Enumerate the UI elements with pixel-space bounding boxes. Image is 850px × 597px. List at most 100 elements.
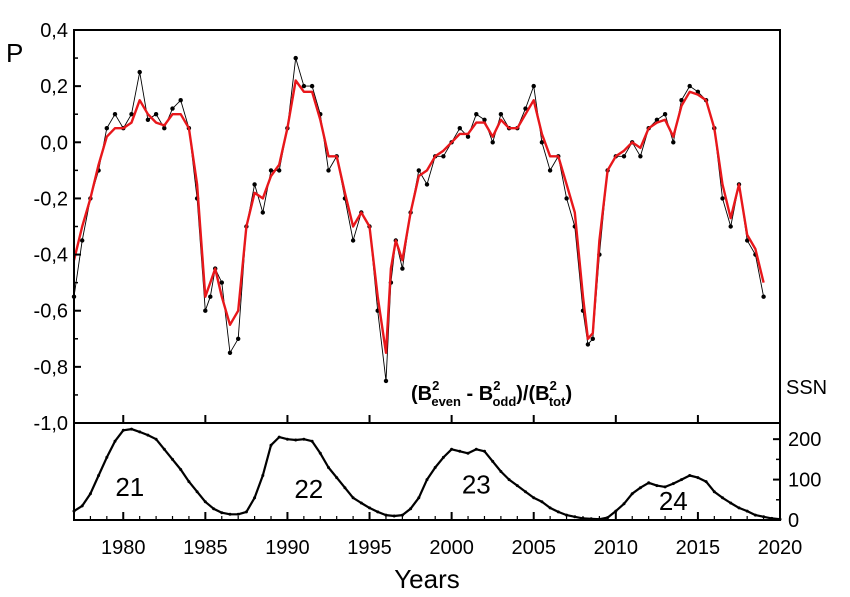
sunspot-number-point [638, 486, 642, 490]
polarity-y-tick-label: 0,2 [40, 76, 68, 98]
sunspot-number-point [540, 500, 544, 504]
raw-polarity-point [170, 106, 175, 111]
raw-polarity-point [523, 106, 528, 111]
sunspot-number-point [433, 466, 437, 469]
raw-polarity-point [654, 117, 660, 123]
sunspot-number-point [745, 509, 749, 513]
sunspot-number-point [606, 516, 610, 520]
sunspot-number-point [425, 478, 429, 482]
sunspot-number-point [146, 433, 150, 437]
raw-polarity-point [761, 294, 766, 299]
sunspot-number-point [368, 506, 371, 510]
sunspot-number-point [729, 501, 733, 505]
raw-polarity-point [531, 83, 536, 89]
cycle-label: 23 [462, 470, 491, 500]
x-tick-label: 2005 [511, 537, 556, 559]
sunspot-number-point [212, 507, 216, 511]
sunspot-number-point [417, 496, 421, 500]
sunspot-number-point [327, 466, 330, 469]
sunspot-number-point [138, 430, 142, 434]
raw-polarity-point [671, 140, 676, 145]
sunspot-number-point [335, 476, 339, 480]
raw-polarity-point [728, 224, 733, 229]
polarity-y-tick-label: 0,0 [40, 132, 68, 154]
raw-polarity-point [145, 117, 151, 123]
raw-polarity-point [104, 126, 110, 131]
sunspot-number-point [565, 513, 569, 517]
sunspot-number-point [179, 468, 183, 471]
sunspot-number-point [80, 504, 84, 508]
raw-polarity-point [662, 112, 668, 117]
raw-polarity-point [208, 294, 213, 299]
sunspot-number-point [499, 470, 503, 473]
raw-polarity-point [350, 238, 356, 243]
raw-polarity-point [547, 168, 553, 173]
raw-polarity-point [112, 112, 118, 117]
sunspot-number-point [491, 459, 495, 463]
raw-polarity-point [293, 55, 298, 61]
raw-polarity-point [129, 112, 134, 117]
sunspot-number-point [663, 485, 667, 489]
sunspot-number-point [195, 490, 199, 494]
raw-polarity-point [277, 168, 282, 173]
sunspot-number-point [203, 500, 207, 504]
cycle-label: 21 [115, 472, 144, 502]
raw-polarity-point [621, 154, 627, 159]
raw-polarity-point [687, 83, 692, 89]
raw-polarity-point [383, 378, 389, 384]
raw-polarity-point [178, 98, 183, 103]
sunspot-number-point [441, 455, 445, 459]
sunspot-number-point [302, 437, 306, 441]
x-tick-label: 1980 [101, 537, 146, 559]
raw-polarity-point [153, 112, 159, 117]
sunspot-number-point [622, 502, 626, 506]
raw-polarity-point [695, 89, 701, 95]
sunspot-number-point [105, 455, 109, 459]
x-axis-label: Years [394, 564, 460, 594]
polarity-y-tick-label: -0,6 [34, 301, 68, 323]
polarity-y-axis-label: P [6, 38, 23, 68]
raw-polarity-point [236, 336, 241, 341]
sunspot-number-point [236, 512, 240, 516]
sunspot-number-point [392, 514, 396, 518]
sunspot-number-point [721, 496, 724, 500]
sunspot-number-point [376, 510, 380, 514]
raw-polarity-point [638, 154, 643, 159]
sunspot-y-axis-label: SSN [786, 377, 827, 399]
polarity-plot [71, 55, 766, 384]
smoothed-polarity-line [72, 79, 765, 354]
raw-polarity-point [720, 196, 725, 201]
sunspot-number-point [515, 484, 519, 488]
sunspot-number-point [409, 507, 413, 511]
sunspot-number-point [474, 447, 478, 451]
x-tick-label: 2000 [429, 537, 474, 559]
sunspot-number-point [318, 451, 322, 455]
polarity-y-tick-label: 0,4 [40, 20, 68, 42]
raw-polarity-point [590, 336, 595, 341]
sunspot-number-point [244, 510, 248, 514]
raw-polarity-point [326, 168, 331, 173]
sunspot-number-point [359, 501, 363, 505]
x-tick-label: 1985 [183, 537, 228, 559]
raw-polarity-point [441, 154, 446, 159]
raw-polarity-point [268, 168, 274, 173]
raw-polarity-point [490, 140, 495, 145]
polarity-y-tick-label: -1,0 [34, 413, 68, 435]
annotation: (B2 even - B2 odd)/(B2 tot) [411, 378, 572, 409]
raw-polarity-line [73, 57, 765, 381]
sunspot-number-point [573, 515, 577, 519]
polarity-plot-frame [73, 29, 781, 424]
sunspot-number-point [704, 480, 708, 484]
sunspot-number-point [400, 513, 404, 517]
sunspot-number-point [466, 451, 470, 455]
sunspot-number-point [113, 439, 117, 443]
sunspot-number-point [384, 513, 388, 517]
sunspot-number-point [187, 480, 191, 484]
sunspot-number-point [524, 490, 527, 494]
cycle-label: 24 [659, 486, 688, 516]
raw-polarity-point [227, 350, 233, 355]
sunspot-number-point [548, 506, 552, 510]
sunspot-number-point [647, 481, 651, 485]
sunspot-number-point [630, 492, 634, 496]
